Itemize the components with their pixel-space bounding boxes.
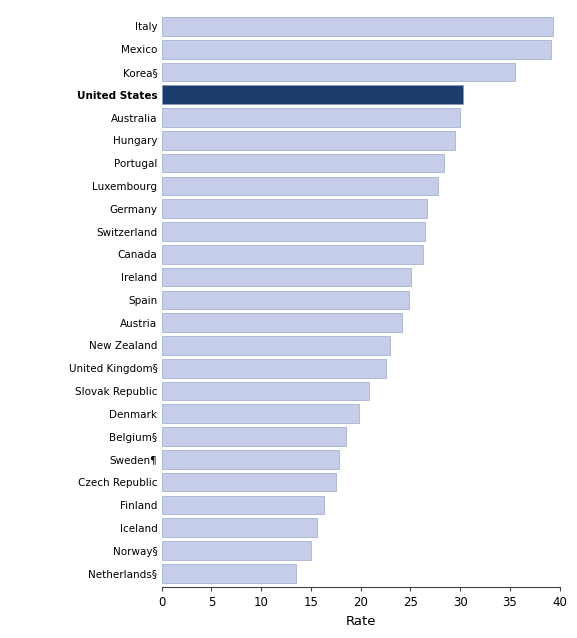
Bar <box>162 63 515 82</box>
Bar <box>162 359 385 378</box>
Bar <box>162 85 463 104</box>
Bar <box>162 245 424 263</box>
Bar <box>162 473 336 491</box>
Bar <box>162 290 410 309</box>
Bar <box>162 541 311 560</box>
Bar <box>162 17 553 36</box>
Bar <box>162 450 339 469</box>
Bar <box>162 336 391 355</box>
Bar <box>162 268 411 286</box>
Bar <box>162 177 439 195</box>
Bar <box>162 222 425 241</box>
Bar <box>162 564 296 582</box>
Bar <box>162 518 317 537</box>
Bar <box>162 404 359 423</box>
Bar <box>162 382 369 401</box>
X-axis label: Rate: Rate <box>346 614 376 628</box>
Bar <box>162 496 324 514</box>
Bar <box>162 131 455 150</box>
Bar <box>162 154 444 172</box>
Bar <box>162 199 428 218</box>
Bar <box>162 108 460 127</box>
Bar <box>162 427 346 446</box>
Bar <box>162 40 550 59</box>
Bar <box>162 313 402 332</box>
